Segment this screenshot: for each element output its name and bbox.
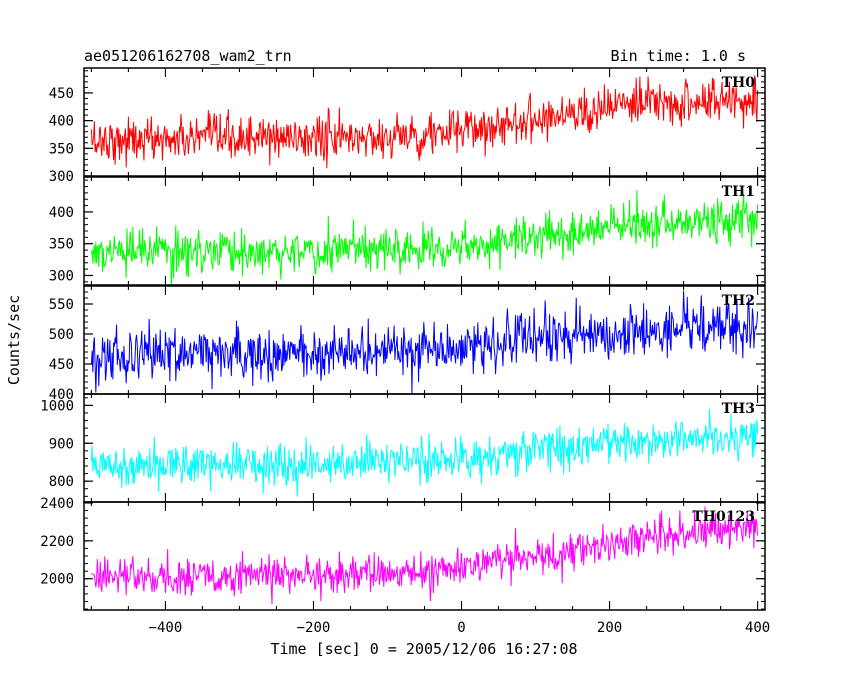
y-tick-label: 800 [49, 474, 74, 490]
y-tick-label: 900 [49, 436, 74, 452]
x-tick-label: −400 [149, 620, 183, 636]
series-line-th0123 [91, 506, 759, 604]
y-tick-label: 400 [49, 205, 74, 221]
series-line-th2 [90, 290, 759, 394]
y-tick-label: 2200 [40, 534, 74, 550]
y-tick-label: 2000 [40, 572, 74, 588]
chart-title: ae051206162708_wam2_trn [84, 47, 292, 65]
panel-frame [83, 67, 766, 177]
panel-th1: 300 350 400 TH1 [49, 176, 766, 286]
y-axis-title: Counts/sec [5, 295, 23, 385]
panel-th2: 400 450 500 550 TH2 [49, 285, 766, 403]
y-tick-label: 2400 [40, 496, 74, 512]
x-tick-label: 400 [745, 620, 770, 636]
bin-time-label: Bin time: 1.0 s [611, 47, 746, 65]
y-tick-label: 1000 [40, 398, 74, 414]
y-tick-label: 400 [49, 114, 74, 130]
panels-group: 300 350 400 450 TH0 300 350 400 TH1 400 450 500 550 T… [40, 67, 770, 636]
y-tick-label: 350 [49, 141, 74, 157]
y-tick-label: 450 [49, 86, 74, 102]
panel-label-th3: TH3 [722, 401, 755, 417]
panel-frame [83, 501, 766, 611]
panel-label-th0: TH0 [722, 75, 756, 91]
y-tick-label: 450 [49, 357, 74, 373]
panel-th0: 300 350 400 450 TH0 [49, 67, 766, 185]
y-tick-label: 350 [49, 237, 74, 253]
y-tick-label: 500 [49, 327, 74, 343]
y-tick-label: 550 [49, 297, 74, 313]
x-tick-label: 0 [457, 620, 465, 636]
panel-label-th0123: TH0123 [692, 509, 755, 525]
y-tick-label: 300 [49, 268, 74, 284]
x-tick-label: −200 [297, 620, 331, 636]
panel-label-th2: TH2 [722, 293, 755, 309]
series-line-th3 [90, 408, 759, 497]
y-tick-label: 300 [49, 169, 74, 185]
x-tick-label: 200 [597, 620, 622, 636]
series-line-th1 [90, 190, 759, 285]
series-line-th0 [90, 75, 759, 169]
panel-th3: 800 900 1000 TH3 [40, 393, 766, 503]
panel-th0123: 2000 2200 2400 TH0123 [40, 496, 766, 611]
x-axis-title: Time [sec] 0 = 2005/12/06 16:27:08 [270, 640, 577, 658]
panel-label-th1: TH1 [722, 184, 755, 200]
y-tick-label: 400 [49, 387, 74, 403]
